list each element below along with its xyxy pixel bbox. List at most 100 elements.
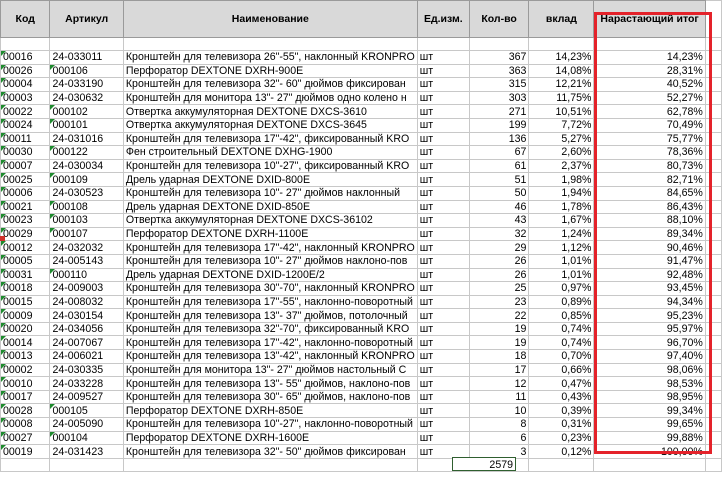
cell-unit[interactable]: шт [416,185,470,201]
cell-qty[interactable]: 11 [468,389,530,405]
header-code[interactable]: Код [0,0,51,38]
cell[interactable] [0,457,51,472]
cell-empty[interactable] [704,389,722,405]
cell-empty[interactable] [704,430,722,446]
cell-unit[interactable]: шт [416,389,470,405]
cell[interactable] [416,37,470,51]
cell-code[interactable]: 00006 [0,185,51,201]
total-qty-cell[interactable]: 2579 [452,457,516,471]
cell-article[interactable]: 24-032032 [49,240,124,255]
cell-empty[interactable] [704,253,722,269]
cell-empty[interactable] [704,213,722,228]
cell-code[interactable]: 00010 [0,376,51,391]
cell-code[interactable]: 00030 [0,145,51,160]
cell-code[interactable]: 00007 [0,158,51,174]
cell-cumulative[interactable]: 96,70% [593,335,706,351]
cell-empty[interactable] [704,90,722,106]
cell-article[interactable]: 24-030335 [49,362,124,378]
cell-empty[interactable] [704,281,722,296]
header-cumulative[interactable]: Нарастающий итог [593,0,706,38]
cell-empty[interactable] [704,77,722,92]
cell-unit[interactable]: шт [416,417,470,432]
cell-share[interactable]: 1,94% [528,185,595,201]
cell-cumulative[interactable]: 14,23% [593,50,706,65]
cell-share[interactable]: 0,47% [528,376,595,391]
cell-share[interactable]: 7,72% [528,117,595,133]
cell-article[interactable]: 24-033011 [49,50,124,65]
cell-cumulative[interactable]: 28,31% [593,63,706,79]
cell-empty[interactable] [704,376,722,391]
cell-article[interactable]: 24-008032 [49,294,124,310]
cell-qty[interactable]: 61 [468,158,530,174]
cell-share[interactable]: 1,01% [528,267,595,283]
cell-code[interactable]: 00020 [0,321,51,337]
cell-qty[interactable]: 22 [468,308,530,323]
cell-cumulative[interactable]: 91,47% [593,253,706,269]
cell-share[interactable]: 14,08% [528,63,595,79]
cell-qty[interactable]: 19 [468,335,530,351]
cell-name[interactable]: Кронштейн для телевизора 32"- 50" дюймов… [122,444,418,459]
cell[interactable] [528,457,595,472]
cell-name[interactable]: Кронштейн для телевизора 32"- 60" дюймов… [122,77,418,92]
cell-unit[interactable]: шт [416,158,470,174]
cell-empty[interactable] [704,267,722,283]
cell-unit[interactable]: шт [416,376,470,391]
cell-empty[interactable] [704,335,722,351]
cell-unit[interactable]: шт [416,117,470,133]
cell-cumulative[interactable]: 86,43% [593,199,706,215]
cell-cumulative[interactable]: 75,77% [593,131,706,147]
cell-article[interactable]: 24-031423 [49,444,124,459]
cell-code[interactable]: 00003 [0,90,51,106]
cell-article[interactable]: 000105 [49,403,124,419]
cell-unit[interactable]: шт [416,362,470,378]
cell-qty[interactable]: 303 [468,90,530,106]
cell-cumulative[interactable]: 100,00% [593,444,706,459]
cell-cumulative[interactable]: 80,73% [593,158,706,174]
cell-share[interactable]: 1,24% [528,226,595,242]
header-share[interactable]: вклад [528,0,595,38]
cell-name[interactable]: Дрель ударная DEXTONE DXID-850E [122,199,418,215]
cell-unit[interactable]: шт [416,308,470,323]
cell-qty[interactable]: 26 [468,253,530,269]
cell-name[interactable]: Кронштейн для телевизора 17"-42", наклон… [122,335,418,351]
cell-name[interactable]: Дрель ударная DEXTONE DXID-800E [122,172,418,187]
cell-cumulative[interactable]: 99,88% [593,430,706,446]
cell-code[interactable]: 00019 [0,444,51,459]
cell-name[interactable]: Перфоратор DEXTONE DXRH-900E [122,63,418,79]
cell-empty[interactable] [704,172,722,187]
cell-empty[interactable] [704,240,722,255]
cell-cumulative[interactable]: 52,27% [593,90,706,106]
cell-name[interactable]: Кронштейн для телевизора 17"-55", наклон… [122,294,418,310]
cell-share[interactable]: 0,23% [528,430,595,446]
cell-empty[interactable] [704,226,722,242]
cell-article[interactable]: 24-030154 [49,308,124,323]
cell-empty[interactable] [704,104,722,119]
cell-unit[interactable]: шт [416,50,470,65]
cell-empty[interactable] [704,417,722,432]
cell-unit[interactable]: шт [416,90,470,106]
cell-cumulative[interactable]: 62,78% [593,104,706,119]
cell-qty[interactable]: 12 [468,376,530,391]
header-unit[interactable]: Ед.изм. [416,0,470,38]
cell-name[interactable]: Кронштейн для телевизора 26"-55", наклон… [122,50,418,65]
cell-code[interactable]: 00031 [0,267,51,283]
cell-article[interactable]: 24-033228 [49,376,124,391]
cell-share[interactable]: 0,39% [528,403,595,419]
cell-article[interactable]: 000106 [49,63,124,79]
cell-article[interactable]: 000122 [49,145,124,160]
cell-cumulative[interactable]: 93,45% [593,281,706,296]
header-article[interactable]: Артикул [49,0,124,38]
cell-unit[interactable]: шт [416,77,470,92]
cell-share[interactable]: 2,60% [528,145,595,160]
cell-name[interactable]: Кронштейн для телевизора 30"-70", наклон… [122,281,418,296]
cell-share[interactable]: 1,98% [528,172,595,187]
cell-cumulative[interactable]: 78,36% [593,145,706,160]
cell-unit[interactable]: шт [416,267,470,283]
cell-qty[interactable]: 29 [468,240,530,255]
cell-code[interactable]: 00027 [0,430,51,446]
cell-empty[interactable] [704,199,722,215]
cell-cumulative[interactable]: 99,65% [593,417,706,432]
cell-qty[interactable]: 10 [468,403,530,419]
cell-empty[interactable] [704,444,722,459]
header-name[interactable]: Наименование [122,0,418,38]
